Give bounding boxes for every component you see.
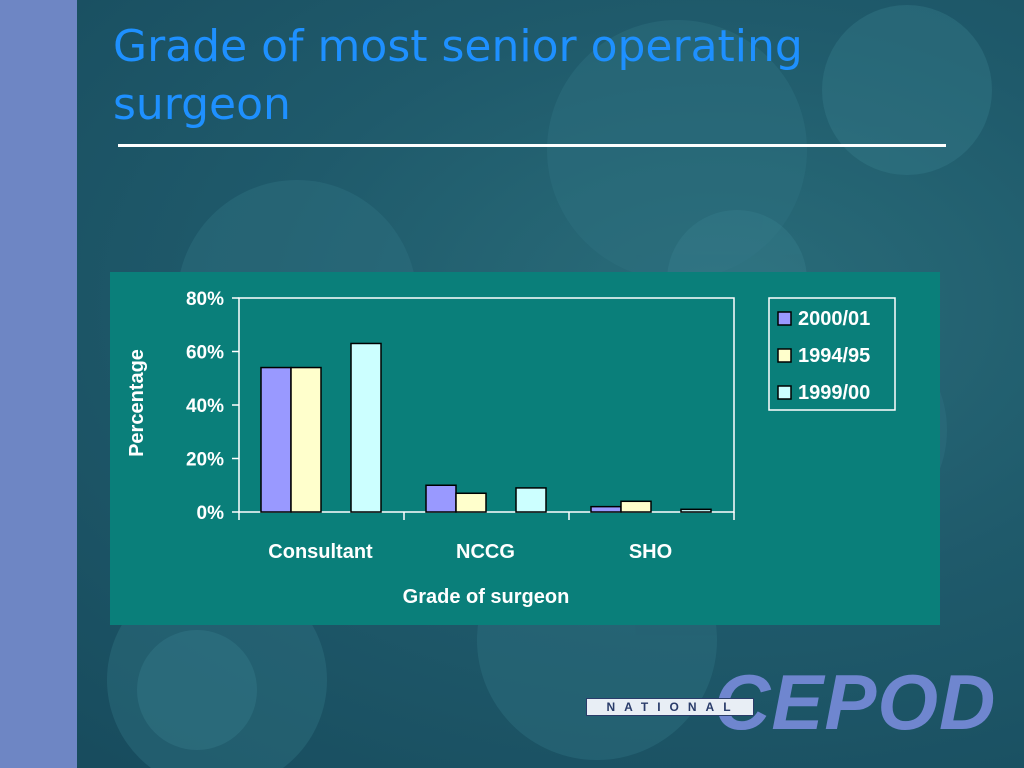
title-underline	[118, 144, 946, 147]
y-axis-title: Percentage	[126, 349, 148, 457]
legend-box	[768, 297, 896, 411]
bar-1994-95-nccg	[455, 492, 487, 513]
y-tick-label: 80%	[186, 289, 224, 310]
logo-national-text: NATIONAL	[586, 698, 754, 716]
legend-label: 1994/95	[798, 345, 870, 367]
legend-swatch	[777, 348, 792, 363]
bar-1999-00-nccg	[515, 487, 547, 513]
y-tick-label: 0%	[197, 503, 225, 524]
slide-title: Grade of most senior operating surgeon	[113, 21, 803, 130]
x-tick-label: Consultant	[268, 541, 373, 563]
bar-2000-01-consultant	[260, 366, 292, 513]
legend-swatch	[777, 385, 792, 400]
bar-1994-95-consultant	[290, 366, 322, 513]
x-tick-label: NCCG	[456, 541, 515, 563]
left-accent-strip	[0, 0, 77, 768]
bar-chart: 0% 20% 40% 60% 80% Consultant NCCG SHO Grade of …	[126, 289, 896, 608]
x-tick-label: SHO	[629, 541, 672, 563]
bar-1999-00-sho	[680, 508, 712, 513]
logo-cepod-text: CEPOD	[714, 658, 997, 746]
legend-label: 2000/01	[798, 308, 870, 330]
bar-1994-95-sho	[620, 500, 652, 513]
legend-label: 1999/00	[798, 382, 870, 404]
y-tick-label: 40%	[186, 396, 224, 417]
bar-2000-01-sho	[590, 505, 622, 513]
legend-swatch	[777, 311, 792, 326]
chart-panel: 0% 20% 40% 60% 80% Consultant NCCG SHO Grade of …	[110, 272, 940, 625]
y-tick-label: 60%	[186, 343, 224, 364]
bar-2000-01-nccg	[425, 484, 457, 513]
bar-1999-00-consultant	[350, 342, 382, 513]
x-axis-title: Grade of surgeon	[403, 586, 570, 608]
y-tick-label: 20%	[186, 450, 224, 471]
cepod-logo: CEPOD NATIONAL	[584, 662, 1004, 742]
